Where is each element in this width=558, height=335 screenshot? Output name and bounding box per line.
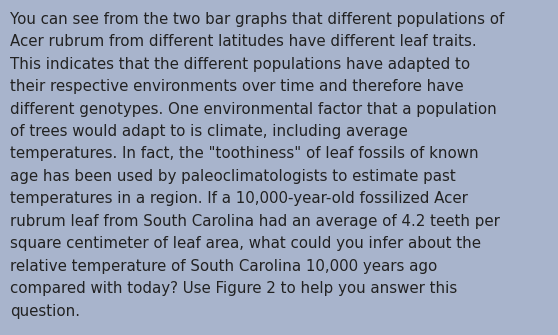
- Text: age has been used by paleoclimatologists to estimate past: age has been used by paleoclimatologists…: [10, 169, 456, 184]
- Text: question.: question.: [10, 304, 80, 319]
- Text: Acer rubrum from different latitudes have different leaf traits.: Acer rubrum from different latitudes hav…: [10, 34, 477, 49]
- Text: of trees would adapt to is climate, including average: of trees would adapt to is climate, incl…: [10, 124, 408, 139]
- Text: You can see from the two bar graphs that different populations of: You can see from the two bar graphs that…: [10, 12, 504, 27]
- Text: rubrum leaf from South Carolina had an average of 4.2 teeth per: rubrum leaf from South Carolina had an a…: [10, 214, 500, 229]
- Text: square centimeter of leaf area, what could you infer about the: square centimeter of leaf area, what cou…: [10, 236, 481, 251]
- Text: compared with today? Use Figure 2 to help you answer this: compared with today? Use Figure 2 to hel…: [10, 281, 458, 296]
- Text: different genotypes. One environmental factor that a population: different genotypes. One environmental f…: [10, 102, 497, 117]
- Text: This indicates that the different populations have adapted to: This indicates that the different popula…: [10, 57, 470, 72]
- Text: their respective environments over time and therefore have: their respective environments over time …: [10, 79, 464, 94]
- Text: relative temperature of South Carolina 10,000 years ago: relative temperature of South Carolina 1…: [10, 259, 437, 274]
- Text: temperatures. In fact, the "toothiness" of leaf fossils of known: temperatures. In fact, the "toothiness" …: [10, 146, 479, 161]
- Text: temperatures in a region. If a 10,000-year-old fossilized Acer: temperatures in a region. If a 10,000-ye…: [10, 191, 468, 206]
